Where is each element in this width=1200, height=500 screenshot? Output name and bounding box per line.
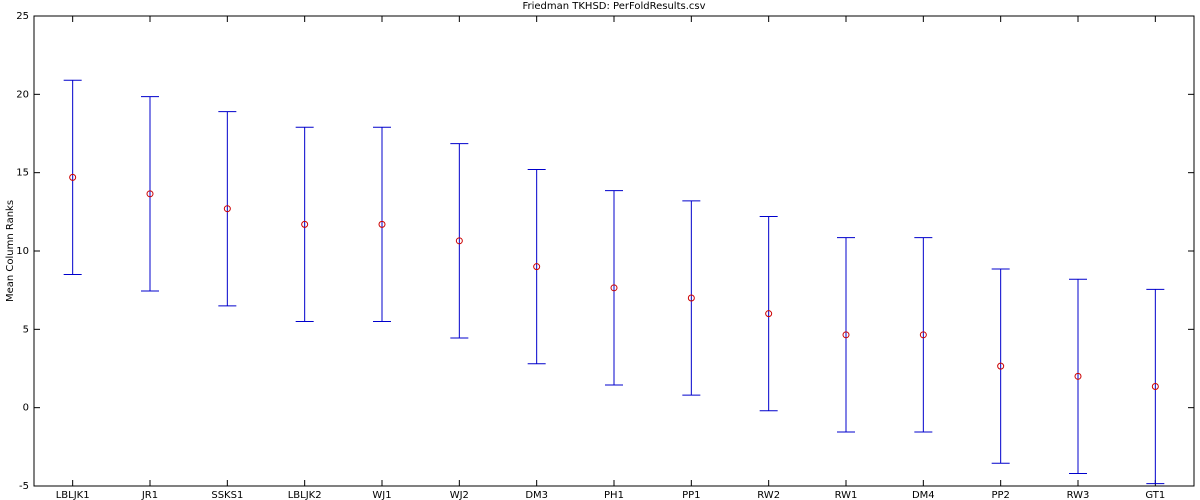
- y-tick-label: -5: [19, 481, 29, 492]
- x-tick-label: RW3: [1067, 490, 1090, 500]
- mean-marker: [301, 220, 309, 228]
- x-tick-label: JR1: [141, 490, 158, 500]
- x-tick-label: LBLJK2: [288, 490, 322, 500]
- x-tick-label: DM4: [912, 490, 935, 500]
- mean-marker: [842, 331, 850, 339]
- y-tick-label: 20: [16, 89, 29, 100]
- y-tick-label: 15: [16, 168, 29, 179]
- y-tick-label: 5: [23, 324, 29, 335]
- y-tick-label: 25: [16, 11, 29, 22]
- x-tick-label: RW2: [757, 490, 780, 500]
- x-tick-label: GT1: [1145, 490, 1165, 500]
- mean-marker: [533, 263, 541, 271]
- mean-marker: [69, 173, 77, 181]
- mean-marker: [765, 310, 773, 318]
- mean-marker: [223, 205, 231, 213]
- x-tick-label: WJ2: [450, 490, 469, 500]
- x-tick-label: DM3: [525, 490, 548, 500]
- mean-marker: [1074, 372, 1082, 380]
- x-tick-label: PP2: [991, 490, 1009, 500]
- mean-marker: [919, 331, 927, 339]
- mean-marker: [610, 284, 618, 292]
- x-tick-label: PP1: [682, 490, 700, 500]
- x-tick-label: SSKS1: [211, 490, 243, 500]
- mean-marker: [146, 190, 154, 198]
- y-tick-label: 0: [23, 403, 29, 414]
- chart-title: Friedman TKHSD: PerFoldResults.csv: [522, 1, 705, 12]
- x-tick-label: LBLJK1: [56, 490, 90, 500]
- y-tick-label: 10: [16, 246, 29, 257]
- mean-marker: [378, 220, 386, 228]
- mean-marker: [455, 237, 463, 245]
- mean-marker: [997, 362, 1005, 370]
- mean-marker: [687, 294, 695, 302]
- mean-marker: [1151, 383, 1159, 391]
- x-tick-label: WJ1: [372, 490, 391, 500]
- y-axis-label: Mean Column Ranks: [5, 200, 16, 302]
- x-tick-label: RW1: [835, 490, 858, 500]
- x-tick-label: PH1: [604, 490, 624, 500]
